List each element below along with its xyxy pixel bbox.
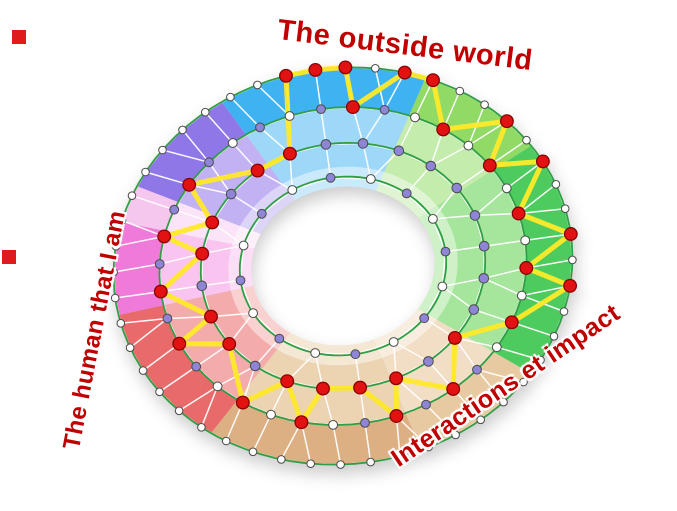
- red-nodes: [153, 60, 578, 430]
- red-square-marker-top-left: [12, 30, 26, 44]
- mesh-nodes: [109, 64, 577, 469]
- red-square-marker-left: [2, 250, 16, 264]
